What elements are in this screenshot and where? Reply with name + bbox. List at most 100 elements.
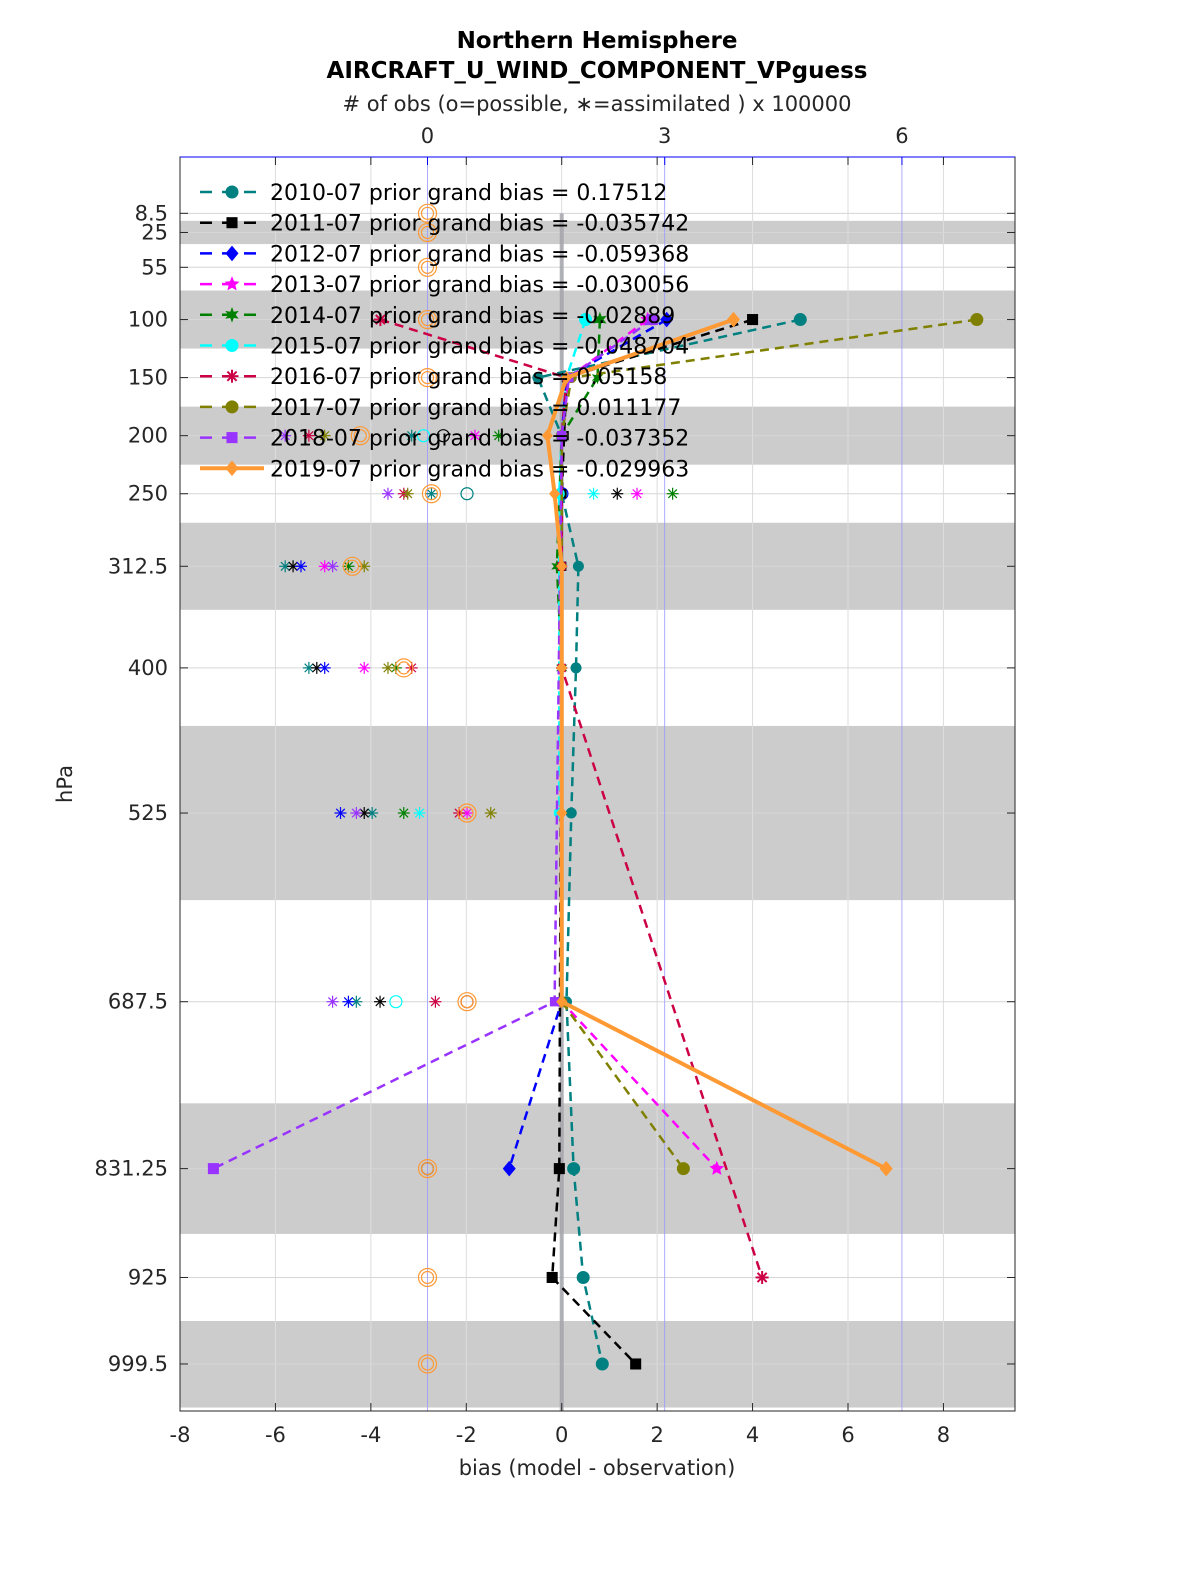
obs-assimilated-marker (318, 560, 331, 573)
legend-entry: 2017-07 prior grand bias = 0.011177 (270, 396, 681, 421)
obs-possible-marker (394, 658, 414, 678)
marker-stroke (756, 1272, 768, 1283)
obs-possible-marker (421, 484, 442, 504)
obs-assimilated-marker (461, 807, 474, 820)
marker-stroke (383, 489, 393, 499)
y-tick-label: 831.25 (95, 1157, 168, 1181)
obs-possible-marker (424, 487, 439, 501)
marker-stroke (280, 430, 290, 441)
series-point-9 (207, 1163, 219, 1175)
obs-possible-marker (345, 559, 359, 573)
legend-marker (225, 400, 239, 414)
obs-possible-marker (417, 1159, 438, 1179)
obs-assimilated-marker (611, 487, 624, 500)
marker-stroke (612, 489, 622, 499)
marker-stroke (343, 997, 354, 1007)
y-tick-label: 250 (128, 482, 168, 506)
obs-assimilated-marker (587, 487, 600, 500)
series-point-8 (676, 1162, 690, 1176)
obs-assimilated-marker (425, 487, 438, 500)
y-tick-label: 400 (128, 656, 168, 680)
obs-assimilated-marker (310, 661, 323, 674)
series-point-9 (557, 430, 567, 441)
y-tick-label: 525 (128, 801, 168, 825)
obs-possible-marker (420, 371, 435, 385)
y-tick-label: 8.5 (135, 201, 168, 225)
legend-entry: 2016-07 prior grand bias = 0.05158 (270, 365, 667, 390)
obs-assimilated-marker (374, 995, 387, 1008)
legend-marker (225, 369, 239, 383)
marker-stroke (414, 808, 425, 818)
obs-possible-marker (457, 803, 477, 823)
obs-possible-marker (420, 206, 435, 220)
obs-possible-marker (460, 806, 474, 820)
obs-assimilated-marker (342, 995, 355, 1008)
series-point-3 (660, 311, 674, 328)
legend-entry: 2013-07 prior grand bias = -0.030056 (270, 273, 689, 298)
marker-stroke (296, 561, 306, 571)
obs-possible-marker (420, 1357, 435, 1371)
x-tick-label: -8 (170, 1423, 191, 1447)
series-point-1 (570, 662, 582, 674)
legend-marker (225, 339, 239, 352)
obs-possible-marker (420, 312, 435, 327)
marker-stroke (288, 561, 298, 571)
obs-possible-marker (420, 225, 435, 240)
marker-stroke (312, 663, 322, 673)
top-axis-label: # of obs (o=possible, ∗=assimilated ) x … (342, 92, 851, 116)
series-point-10 (556, 995, 568, 1009)
series-point-10 (879, 1160, 893, 1177)
y-axis-label: hPa (53, 765, 77, 803)
series-point-7 (373, 313, 387, 327)
obs-possible-marker (460, 487, 474, 501)
marker-stroke (226, 370, 238, 382)
series-point-1 (567, 1162, 581, 1176)
y-tick-label: 999.5 (108, 1352, 168, 1376)
legend-entry: 2019-07 prior grand bias = -0.029963 (270, 457, 689, 482)
obs-possible-marker (457, 992, 477, 1012)
legend-marker (226, 432, 238, 444)
obs-assimilated-marker (334, 807, 347, 820)
obs-assimilated-marker (666, 487, 679, 500)
obs-assimilated-marker (302, 429, 315, 442)
marker-stroke (667, 489, 678, 499)
series-point-6 (579, 313, 593, 327)
series-line-1 (536, 318, 801, 1365)
x-tick-label: 2 (650, 1423, 663, 1447)
top-tick-label: 0 (421, 124, 434, 148)
obs-assimilated-marker (279, 429, 292, 442)
obs-possible-marker (353, 429, 367, 443)
marker-stroke (407, 430, 417, 441)
obs-assimilated-marker (397, 807, 410, 820)
marker-stroke (335, 808, 346, 818)
obs-possible-marker (350, 426, 370, 446)
obs-assimilated-marker (381, 661, 394, 674)
obs-assimilated-marker (413, 807, 426, 820)
marker-stroke (351, 997, 361, 1007)
x-tick-label: -2 (456, 1423, 477, 1447)
obs-possible-marker (420, 1162, 435, 1176)
x-tick-label: 8 (937, 1423, 950, 1447)
top-tick-label: 6 (895, 124, 908, 148)
series-point-10 (541, 429, 553, 443)
marker-stroke (320, 663, 330, 673)
marker-stroke (343, 561, 354, 571)
obs-possible-marker (416, 429, 431, 443)
plot-area: -8 -6 -4 -2 0 2 4 6 8 0 3 6 8.525 55 100 150 200 250 312.5… (95, 124, 1016, 1447)
obs-possible-marker (420, 1270, 435, 1285)
obs-assimilated-marker (366, 807, 379, 820)
top-tick-label: 3 (658, 124, 671, 148)
y-tick-label: 25 (141, 220, 168, 244)
y-tick-label: 925 (128, 1265, 168, 1289)
obs-assimilated-marker (468, 429, 481, 442)
series-point-2 (553, 1163, 565, 1175)
series-point-9 (549, 997, 560, 1007)
marker-stroke (304, 430, 314, 441)
marker-stroke (493, 430, 504, 441)
series-point-1 (565, 807, 577, 819)
marker-stroke (320, 430, 330, 441)
series-point-1 (532, 372, 544, 384)
y-tick-label: 55 (141, 255, 168, 279)
marker-stroke (320, 561, 330, 571)
obs-possible-marker (342, 556, 362, 576)
